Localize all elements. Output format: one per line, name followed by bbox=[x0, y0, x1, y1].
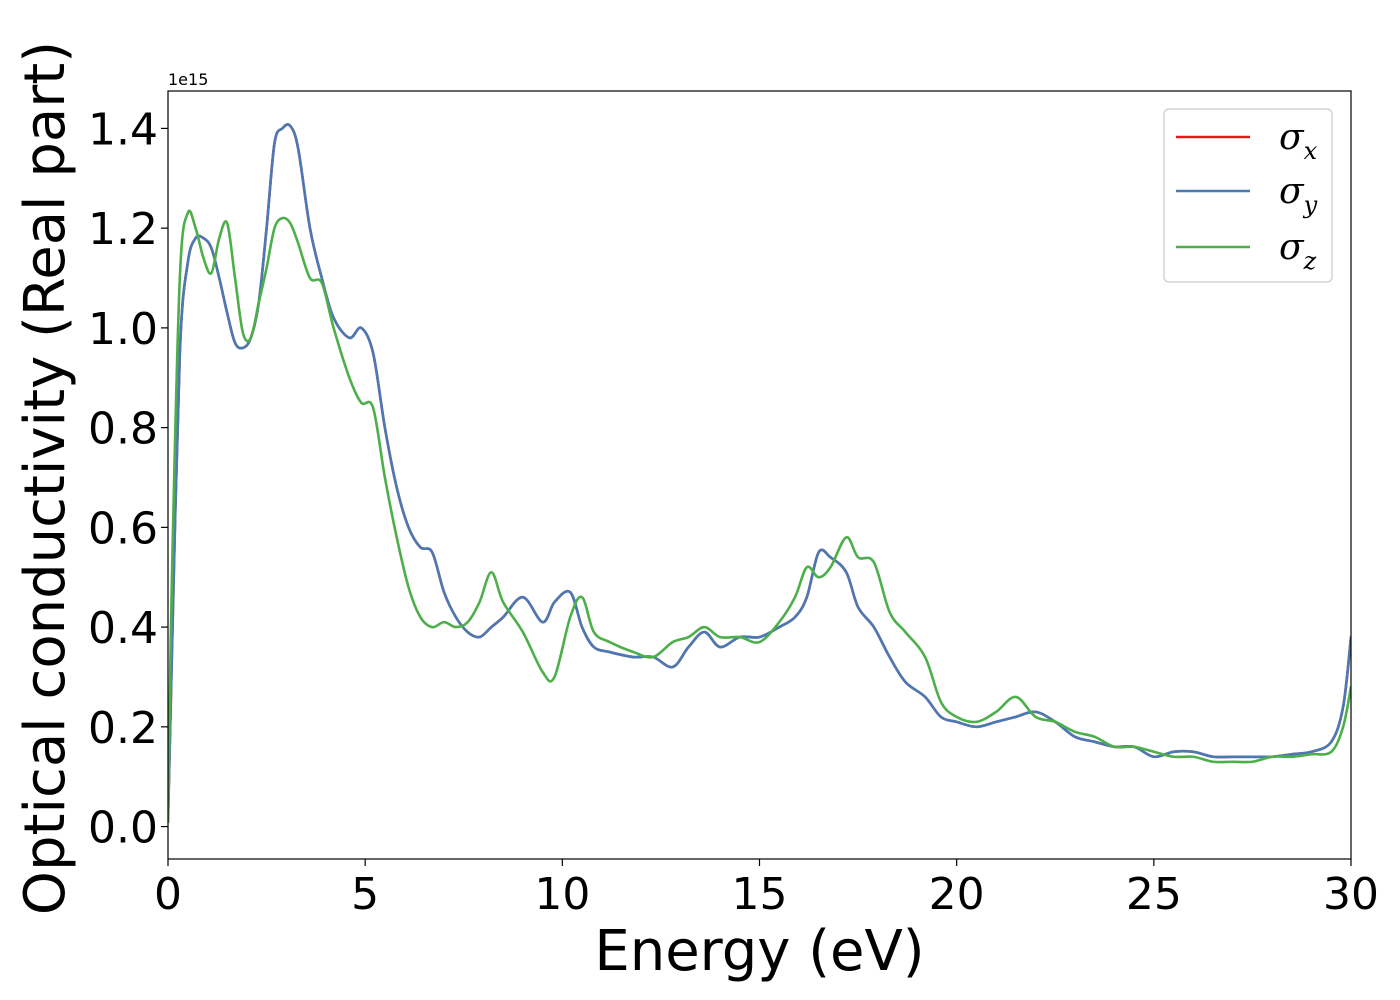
x-tick-label: 30 bbox=[1323, 869, 1379, 920]
series-line-y bbox=[168, 123, 1351, 823]
legend-label-y: σy bbox=[1279, 171, 1318, 219]
y-tick-label: 0.0 bbox=[88, 803, 158, 854]
x-tick-label: 20 bbox=[929, 869, 985, 920]
x-axis-ticks: 0 5 10 15 20 25 30 bbox=[154, 859, 1379, 920]
y-tick-label: 0.6 bbox=[88, 503, 158, 554]
y-axis-ticks: 0.0 0.2 0.4 0.6 0.8 1.0 1.2 1.4 bbox=[88, 104, 168, 854]
y-offset-label: 1e15 bbox=[168, 70, 208, 89]
y-tick-label: 0.2 bbox=[88, 703, 158, 754]
y-tick-label: 1.2 bbox=[88, 204, 158, 255]
x-tick-label: 0 bbox=[154, 869, 182, 920]
y-tick-label: 0.8 bbox=[88, 404, 158, 455]
series-line-z bbox=[168, 209, 1351, 823]
x-tick-label: 25 bbox=[1126, 869, 1182, 920]
y-tick-label: 1.0 bbox=[88, 304, 158, 355]
y-axis-label: Optical conductivity (Real part) bbox=[13, 41, 78, 915]
legend-label-x: σx bbox=[1279, 117, 1318, 165]
x-tick-label: 10 bbox=[534, 869, 590, 920]
y-tick-label: 1.4 bbox=[88, 104, 158, 155]
x-axis-label: Energy (eV) bbox=[594, 919, 924, 984]
legend-label-z: σz bbox=[1279, 227, 1317, 275]
x-tick-label: 15 bbox=[732, 869, 788, 920]
series-lines bbox=[168, 123, 1351, 823]
x-tick-label: 5 bbox=[351, 869, 379, 920]
legend-box bbox=[1163, 108, 1333, 283]
legend: σx σy σz bbox=[1163, 108, 1333, 283]
y-tick-label: 0.4 bbox=[88, 603, 158, 654]
